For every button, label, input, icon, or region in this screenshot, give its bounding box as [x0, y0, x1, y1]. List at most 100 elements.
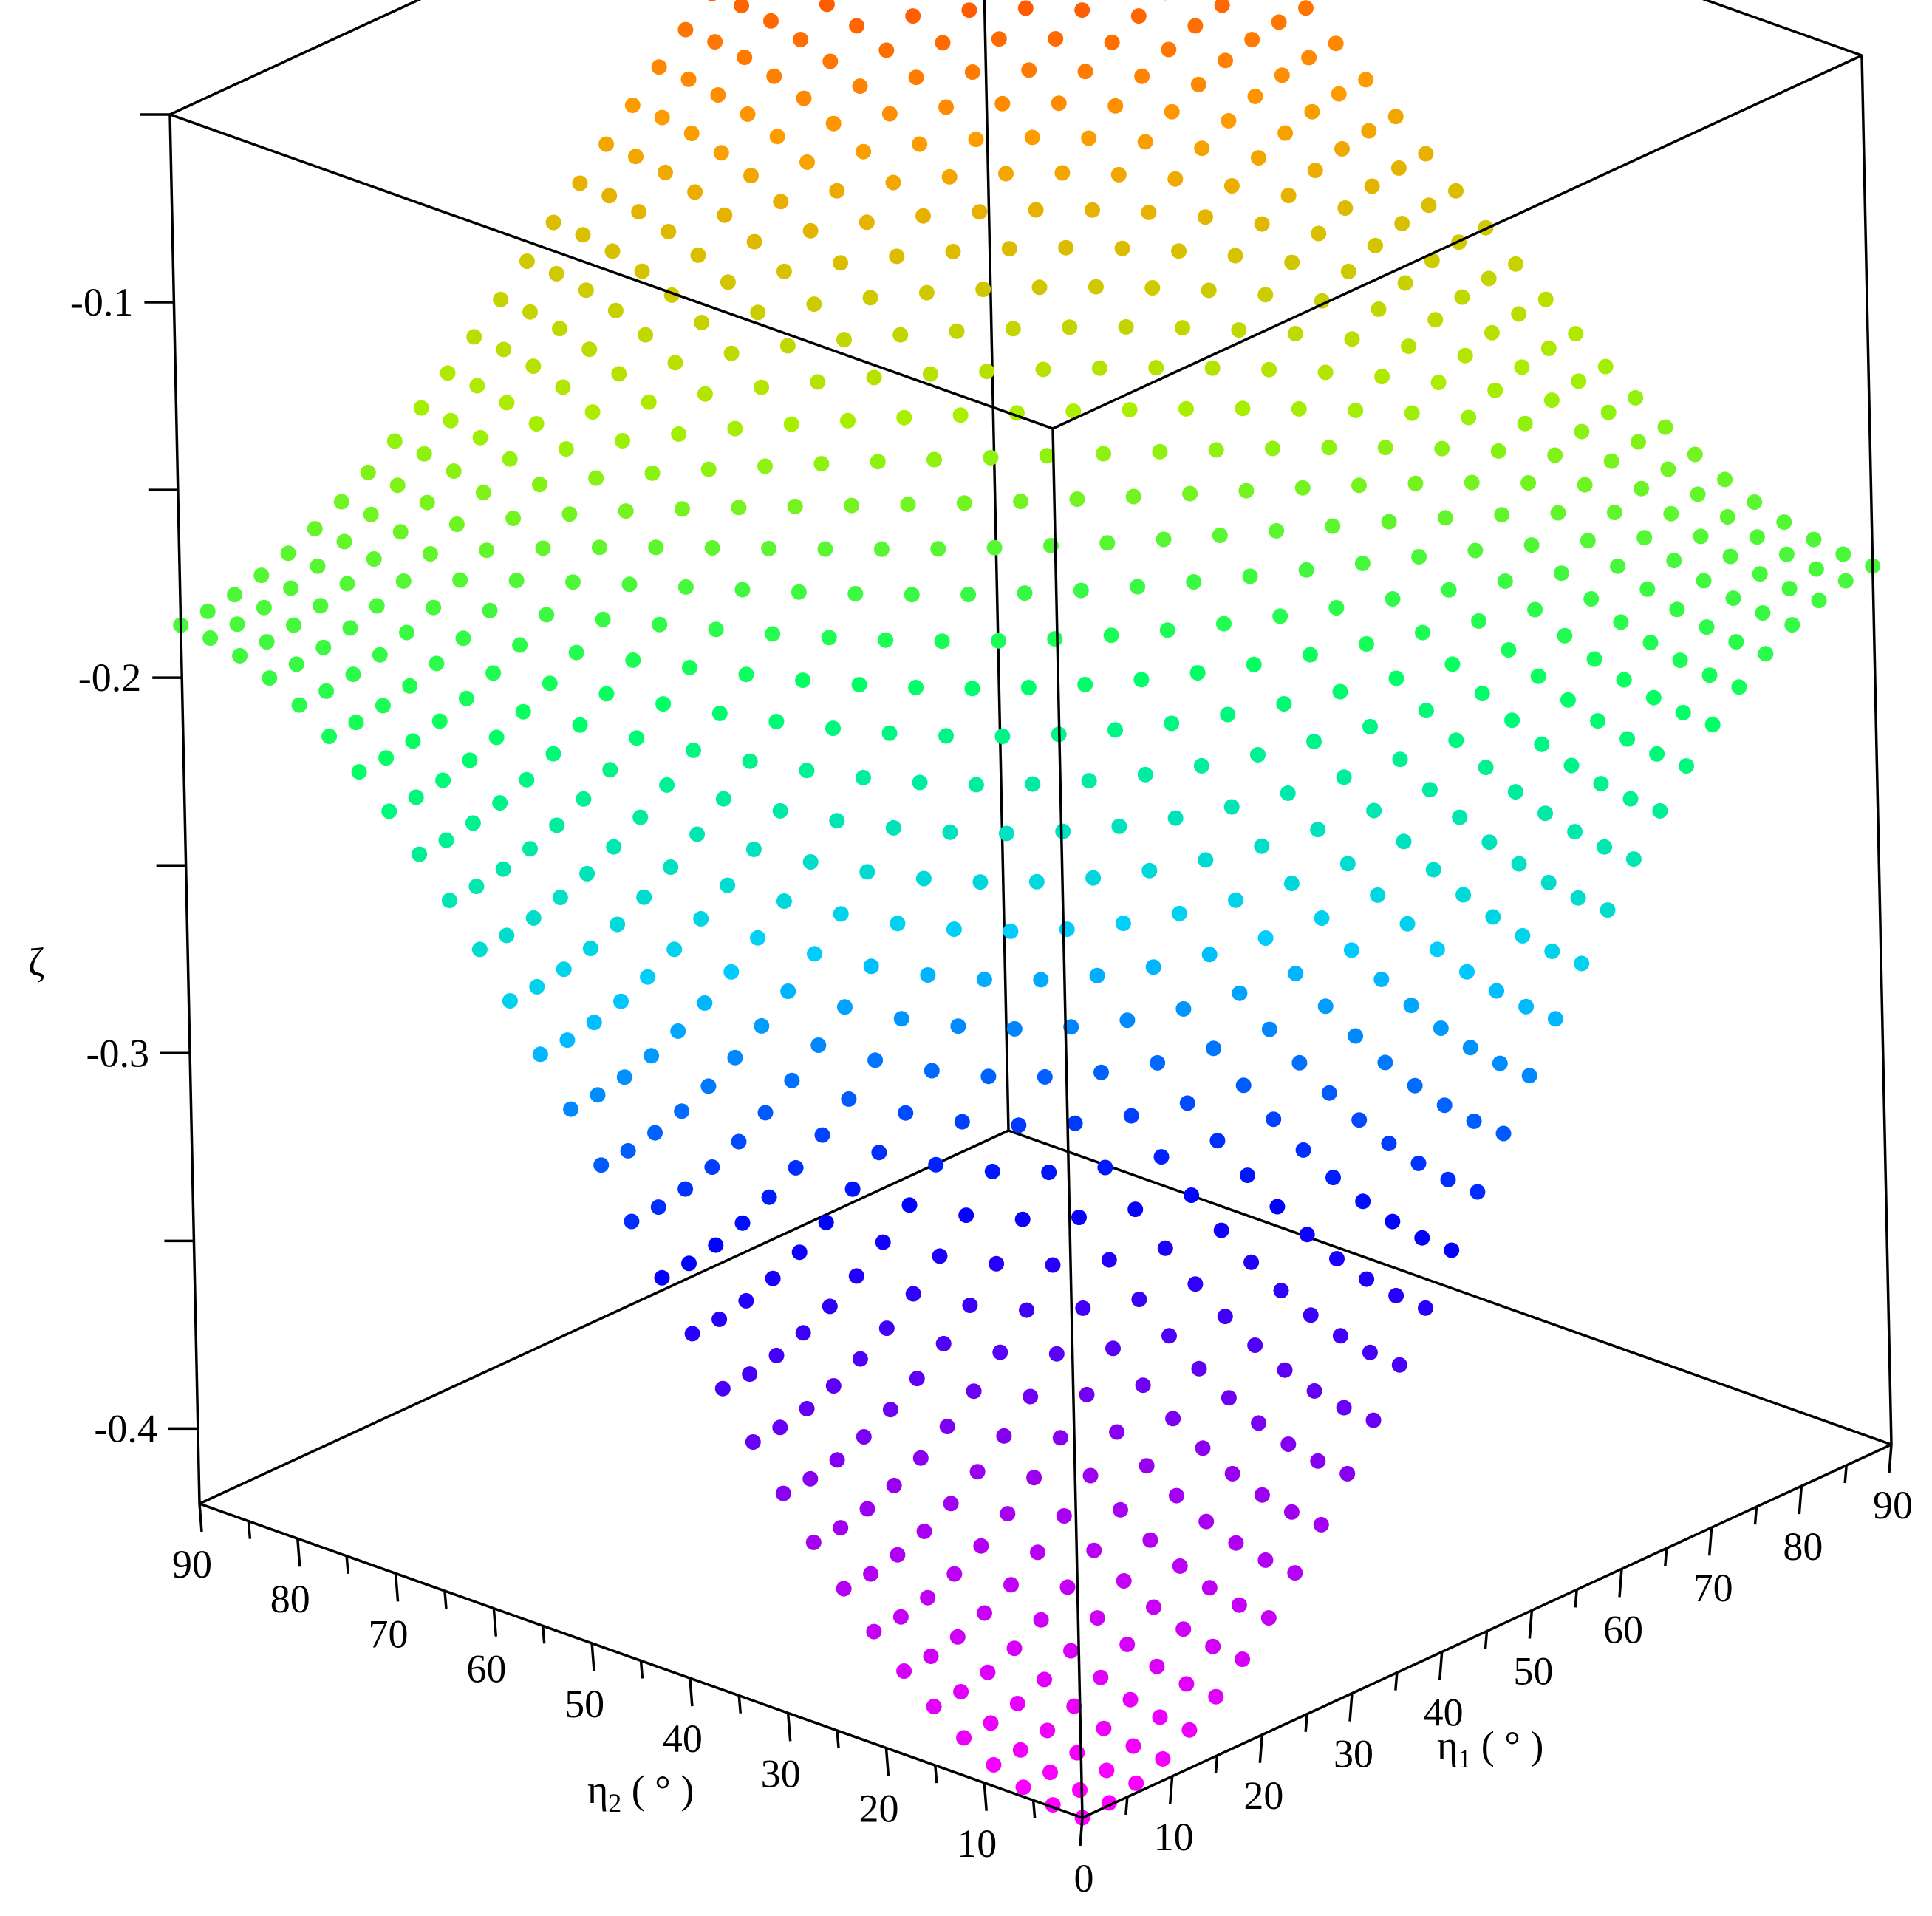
data-point — [885, 819, 901, 836]
data-point — [1235, 1077, 1252, 1094]
data-point — [833, 255, 849, 271]
data-point — [392, 524, 409, 540]
data-point — [1455, 887, 1472, 903]
data-point — [1254, 1487, 1270, 1503]
data-point — [1613, 614, 1629, 630]
data-point — [1155, 1750, 1171, 1767]
data-point — [920, 967, 936, 983]
data-point — [772, 1419, 788, 1436]
data-point — [1009, 1696, 1025, 1711]
data-point — [321, 729, 338, 744]
data-point — [655, 696, 672, 712]
data-point — [644, 465, 661, 481]
data-point — [446, 463, 462, 479]
data-point — [1198, 852, 1214, 868]
data-point — [469, 378, 485, 394]
data-point — [908, 69, 924, 86]
data-point — [802, 222, 819, 239]
data-point — [1251, 150, 1266, 166]
data-point — [512, 637, 528, 653]
data-point — [1212, 528, 1228, 543]
data-point — [1470, 1184, 1486, 1200]
data-point — [1351, 1112, 1368, 1128]
data-point — [1366, 802, 1382, 819]
data-point — [855, 769, 871, 785]
data-point — [1373, 971, 1390, 987]
y-tick-label: 20 — [859, 1787, 898, 1831]
data-point — [1065, 403, 1082, 419]
data-point — [621, 576, 638, 593]
data-point — [1725, 590, 1741, 607]
data-point — [1033, 1612, 1049, 1628]
data-point — [1481, 270, 1497, 287]
data-point — [582, 941, 598, 956]
data-point — [1344, 331, 1360, 347]
data-point — [1291, 1054, 1308, 1071]
data-point — [313, 598, 329, 614]
data-point — [1232, 985, 1248, 1001]
data-point — [935, 1335, 952, 1351]
data-point — [1437, 510, 1453, 526]
data-point — [1178, 1676, 1195, 1692]
data-point — [1189, 665, 1206, 681]
box-edge-back-top-left — [169, 0, 422, 116]
x-tick-label: 30 — [1334, 1732, 1373, 1776]
data-point — [667, 355, 683, 371]
data-point — [1747, 494, 1763, 510]
data-point — [604, 243, 621, 259]
data-point — [1214, 0, 1230, 13]
data-point — [992, 1344, 1008, 1360]
data-point — [710, 87, 726, 103]
data-point — [1514, 359, 1530, 375]
data-point — [836, 1581, 852, 1597]
data-point — [1181, 1722, 1198, 1738]
data-point — [953, 1684, 969, 1699]
data-point — [565, 574, 581, 590]
data-point — [1313, 1516, 1329, 1533]
data-point — [1317, 998, 1334, 1015]
data-point — [1244, 32, 1260, 48]
data-point — [1430, 375, 1447, 391]
x-minor-tick — [1394, 1672, 1399, 1691]
data-point — [772, 802, 788, 819]
data-point — [620, 1142, 636, 1159]
x-minor-tick — [1753, 1507, 1758, 1525]
data-point — [708, 621, 724, 638]
data-point — [628, 149, 644, 165]
data-point — [1590, 713, 1606, 729]
box-edge-top-right — [1052, 54, 1863, 430]
data-point — [1625, 851, 1642, 867]
data-point — [1374, 369, 1390, 385]
data-point — [783, 416, 799, 432]
data-point — [916, 1523, 932, 1539]
data-point — [1399, 916, 1416, 932]
data-point — [1273, 1283, 1289, 1299]
data-point — [1586, 651, 1602, 667]
data-point — [1501, 642, 1517, 658]
data-point — [905, 8, 921, 24]
y-tick — [786, 1713, 792, 1742]
y-minor-tick — [836, 1730, 840, 1749]
data-point — [687, 184, 703, 200]
data-point — [1758, 646, 1774, 662]
data-point — [976, 972, 992, 988]
x-tick — [1888, 1444, 1893, 1473]
data-point — [1012, 1742, 1028, 1758]
data-point — [1175, 320, 1190, 336]
data-point — [796, 90, 812, 106]
data-point — [1081, 773, 1097, 789]
data-point — [1063, 1019, 1079, 1035]
data-point — [1164, 715, 1180, 732]
data-point — [572, 175, 588, 191]
data-point — [602, 762, 618, 778]
data-point — [555, 379, 571, 395]
data-point — [1119, 1012, 1136, 1029]
data-point — [1223, 178, 1240, 194]
data-point — [991, 633, 1006, 649]
x-minor-tick — [1484, 1631, 1489, 1649]
data-point — [821, 630, 837, 646]
data-point — [920, 1589, 936, 1606]
data-point — [1150, 1054, 1166, 1071]
data-point — [1056, 1508, 1072, 1524]
data-point — [1669, 601, 1685, 618]
